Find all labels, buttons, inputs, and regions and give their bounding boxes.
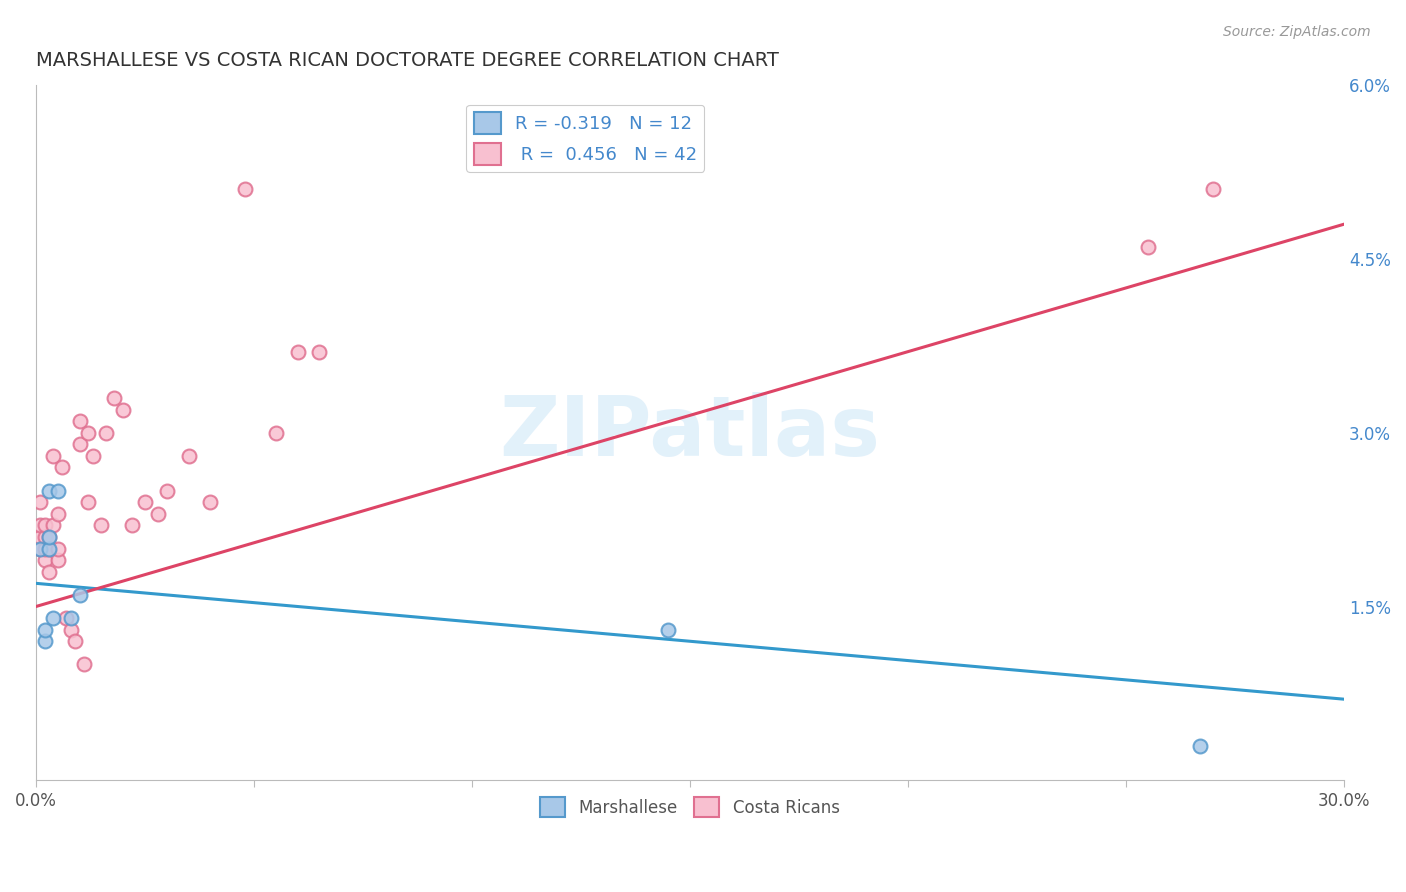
Point [42,518,65,533]
Point [233,182,256,196]
Point [1136,240,1159,254]
Point [42,449,65,463]
Point [177,449,200,463]
Point [59,623,82,637]
Point [77,425,100,440]
Point [34,634,56,648]
Point [112,402,135,417]
Legend: Marshallese, Costa Ricans: Marshallese, Costa Ricans [534,790,846,824]
Point [657,623,679,637]
Point [73,657,96,672]
Point [55,611,77,625]
Point [264,425,287,440]
Point [69,414,91,428]
Point [287,344,309,359]
Point [63,634,86,648]
Point [51,460,73,475]
Point [46,483,69,498]
Point [103,391,125,405]
Point [34,623,56,637]
Text: Source: ZipAtlas.com: Source: ZipAtlas.com [1223,25,1371,39]
Point [46,507,69,521]
Point [30,530,52,544]
Point [38,541,60,556]
Point [69,437,91,451]
Point [38,565,60,579]
Point [69,588,91,602]
Point [38,483,60,498]
Point [82,449,104,463]
Point [30,541,52,556]
Point [34,541,56,556]
Point [46,553,69,567]
Point [59,611,82,625]
Point [34,518,56,533]
Point [38,530,60,544]
Point [146,507,169,521]
Point [38,541,60,556]
Point [134,495,156,509]
Point [156,483,179,498]
Point [77,495,100,509]
Point [308,344,330,359]
Point [42,611,65,625]
Point [200,495,222,509]
Point [34,530,56,544]
Text: MARSHALLESE VS COSTA RICAN DOCTORATE DEGREE CORRELATION CHART: MARSHALLESE VS COSTA RICAN DOCTORATE DEG… [37,51,779,70]
Point [34,553,56,567]
Point [30,495,52,509]
Point [38,530,60,544]
Point [46,541,69,556]
Point [121,518,143,533]
Point [1189,739,1212,753]
Text: ZIPatlas: ZIPatlas [499,392,880,474]
Point [90,518,112,533]
Point [30,518,52,533]
Point [1202,182,1225,196]
Point [94,425,117,440]
Point [30,541,52,556]
